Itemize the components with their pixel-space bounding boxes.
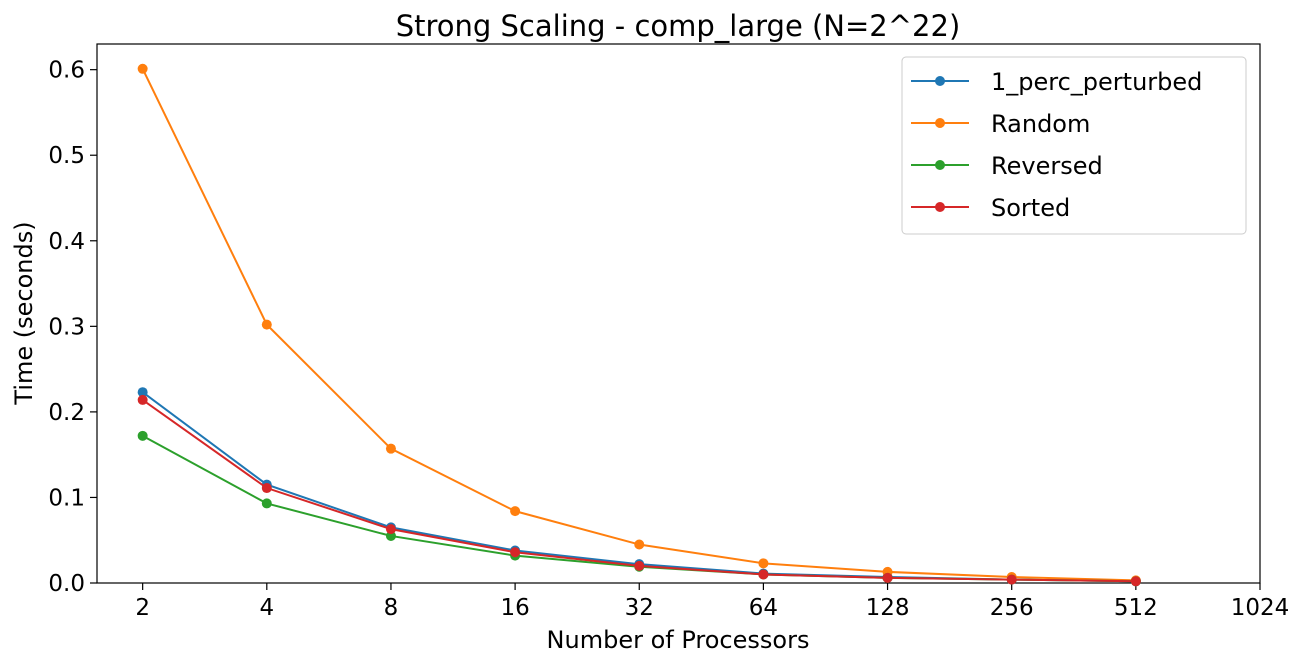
data-point xyxy=(634,560,645,571)
legend-label: Random xyxy=(991,110,1090,138)
plot-frame xyxy=(96,43,1261,584)
legend-label: Reversed xyxy=(991,152,1103,180)
data-point xyxy=(758,558,769,569)
y-tick-label: 0.3 xyxy=(48,314,85,340)
plot-area xyxy=(96,43,1261,584)
legend-item: Random xyxy=(911,110,1090,138)
legend-label: Sorted xyxy=(991,194,1070,222)
data-point xyxy=(758,569,769,580)
legend-item: 1_perc_perturbed xyxy=(911,68,1202,96)
x-tick-label: 1024 xyxy=(1231,595,1290,621)
x-tick-label: 128 xyxy=(866,595,910,621)
y-tick-label: 0.6 xyxy=(48,58,85,84)
chart-title: Strong Scaling - comp_large (N=2^22) xyxy=(396,9,961,43)
legend-marker xyxy=(935,202,945,212)
x-tick-label: 8 xyxy=(384,595,399,621)
data-point xyxy=(385,530,396,541)
data-point xyxy=(137,63,148,74)
data-point xyxy=(1130,576,1141,587)
data-point xyxy=(261,498,272,509)
legend-marker xyxy=(935,76,945,86)
data-point xyxy=(385,443,396,454)
data-point xyxy=(510,547,521,558)
series-layer xyxy=(137,63,1141,587)
legend-box xyxy=(901,56,1247,235)
data-point xyxy=(137,394,148,405)
legend: 1_perc_perturbed Random Reversed Sorted xyxy=(901,56,1247,235)
data-point xyxy=(137,387,148,398)
data-point xyxy=(1006,574,1017,585)
x-tick-label: 4 xyxy=(259,595,274,621)
series-sorted xyxy=(137,394,1141,587)
x-axis: 2 4 8 16 32 64 128 256 512 1024 xyxy=(135,583,1289,621)
x-axis-label: Number of Processors xyxy=(547,626,810,654)
data-point xyxy=(882,572,893,583)
series-1-perc-perturbed xyxy=(137,387,1141,587)
series-line xyxy=(142,391,1136,583)
y-tick-label: 0.5 xyxy=(48,143,85,169)
y-tick-label: 0.4 xyxy=(48,229,85,255)
y-tick-label: 0.0 xyxy=(48,571,85,597)
data-point xyxy=(634,539,645,550)
data-point xyxy=(261,483,272,494)
x-tick-label: 32 xyxy=(625,595,654,621)
data-point xyxy=(137,430,148,441)
legend-marker xyxy=(935,118,945,128)
x-tick-label: 512 xyxy=(1114,595,1158,621)
y-axis-label: Time (seconds) xyxy=(10,221,38,405)
x-tick-label: 64 xyxy=(749,595,778,621)
legend-item: Sorted xyxy=(911,194,1070,222)
data-point xyxy=(385,524,396,535)
y-tick-label: 0.2 xyxy=(48,400,85,426)
x-tick-label: 2 xyxy=(135,595,150,621)
y-tick-label: 0.1 xyxy=(48,485,85,511)
y-axis: 0.0 0.1 0.2 0.3 0.4 0.5 0.6 xyxy=(48,58,97,597)
legend-marker xyxy=(935,160,945,170)
data-point xyxy=(261,319,272,330)
x-tick-label: 16 xyxy=(500,595,529,621)
data-point xyxy=(510,506,521,517)
series-line xyxy=(142,399,1136,583)
legend-label: 1_perc_perturbed xyxy=(991,68,1202,96)
x-tick-label: 256 xyxy=(990,595,1034,621)
legend-item: Reversed xyxy=(911,152,1103,180)
